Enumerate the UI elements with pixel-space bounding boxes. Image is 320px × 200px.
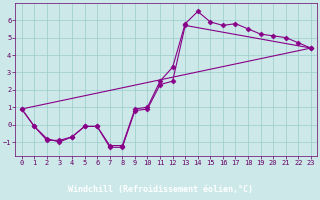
Text: Windchill (Refroidissement éolien,°C): Windchill (Refroidissement éolien,°C): [68, 185, 252, 194]
